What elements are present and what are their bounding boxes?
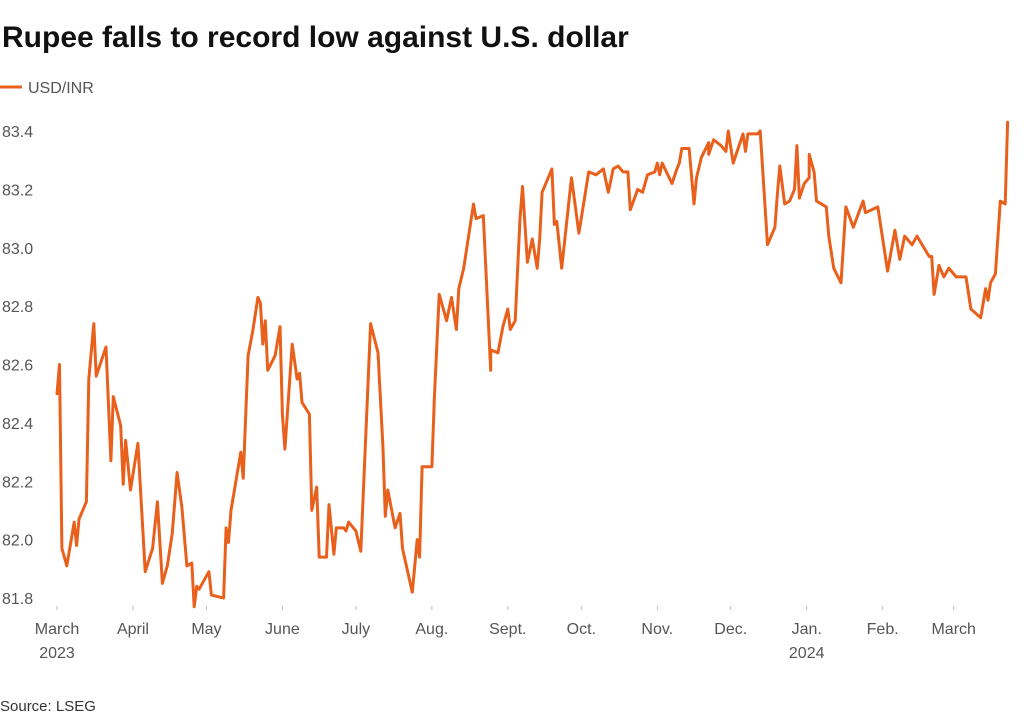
x-tick-label: Oct. [567, 621, 596, 638]
x-tick-year: 2023 [39, 645, 75, 662]
y-tick-label: 81.8 [2, 591, 33, 608]
y-tick-label: 82.0 [2, 533, 33, 550]
x-tick-year: 2024 [789, 645, 825, 662]
x-tick-label: March [931, 621, 975, 638]
x-tick-label: Aug. [415, 621, 448, 638]
x-tick-label: Jan. [792, 621, 822, 638]
legend-label: USD/INR [28, 80, 94, 97]
source-note: Source: LSEG [0, 698, 96, 715]
x-tick-label: May [191, 621, 221, 638]
x-tick-label: March [35, 621, 79, 638]
series-line-usd-inr [55, 120, 1010, 609]
y-tick-label: 82.8 [2, 299, 33, 316]
x-tick-label: Feb. [867, 621, 899, 638]
y-tick-label: 83.2 [2, 182, 33, 199]
x-tick-label: July [342, 621, 370, 638]
y-tick-label: 82.2 [2, 474, 33, 491]
y-tick-label: 83.4 [2, 124, 33, 141]
data-points [57, 122, 1008, 607]
x-tick-label: Dec. [714, 621, 747, 638]
y-tick-label: 82.4 [2, 416, 33, 433]
x-tick-label: April [117, 621, 149, 638]
x-tick-label: Nov. [641, 621, 673, 638]
chart-title: Rupee falls to record low against U.S. d… [2, 21, 629, 54]
x-tick-label: Sept. [489, 621, 526, 638]
x-tick-label: June [265, 621, 300, 638]
legend: USD/INR [0, 80, 94, 97]
y-tick-label: 82.6 [2, 358, 33, 375]
x-axis: March 2023 April May June July Aug. Sept. Oct. No… [35, 606, 976, 662]
y-axis: 81.8 82.0 82.2 82.4 82.6 82.8 83.0 83.2 83.4 [2, 124, 33, 608]
y-tick-label: 83.0 [2, 241, 33, 258]
